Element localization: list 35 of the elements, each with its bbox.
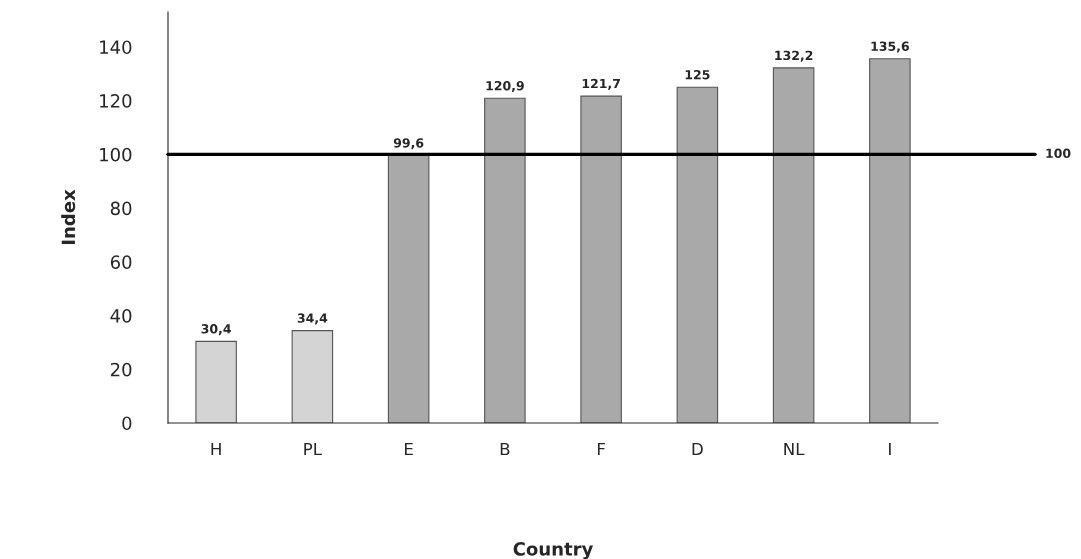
data-label: 120,9 <box>486 80 524 93</box>
data-label: 125 <box>685 69 710 80</box>
x-tick-label: F <box>597 442 605 456</box>
x-tick-label: E <box>404 442 413 456</box>
x-tick-label: NL <box>784 442 805 456</box>
y-tick-label: 140 <box>100 40 132 55</box>
x-axis-title: Country <box>513 542 594 559</box>
x-tick-label: I <box>889 442 891 456</box>
ref-line-label: 100 <box>1046 148 1071 158</box>
x-tick-label: H <box>211 442 221 456</box>
bar <box>484 97 526 423</box>
x-tick-label: D <box>692 442 703 456</box>
y-tick-label: 0 <box>122 416 132 431</box>
y-tick-label: 120 <box>100 94 132 108</box>
x-tick-label: B <box>500 442 510 456</box>
bar <box>772 67 815 423</box>
data-label: 99,6 <box>393 138 424 150</box>
y-axis-title: Index <box>61 189 76 245</box>
bar <box>387 154 430 423</box>
y-tick-label: 60 <box>110 255 132 269</box>
bar <box>869 58 911 423</box>
bar <box>580 95 622 423</box>
y-tick-label: 20 <box>110 362 132 377</box>
data-label: 30,4 <box>201 324 231 336</box>
data-label: 34,4 <box>297 313 328 325</box>
data-label: 121,7 <box>582 78 620 90</box>
data-label: 132,2 <box>775 50 813 62</box>
x-tick-label: PL <box>304 442 322 456</box>
y-tick-label: 40 <box>110 309 132 323</box>
bar <box>195 340 237 423</box>
y-tick-label: 100 <box>100 147 132 162</box>
bar <box>676 86 719 423</box>
bar <box>291 330 334 423</box>
data-label: 135,6 <box>871 41 909 53</box>
y-tick-label: 80 <box>110 201 132 216</box>
